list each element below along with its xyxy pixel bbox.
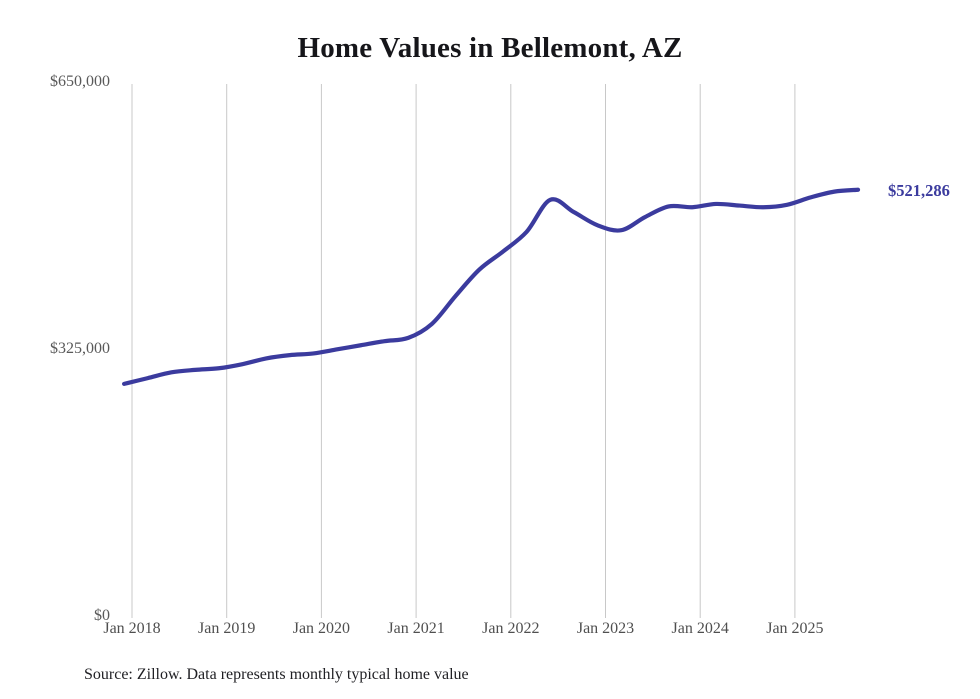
x-axis-tick-label: Jan 2023 (576, 620, 635, 637)
gridlines (131, 84, 796, 618)
x-axis-tick-label: Jan 2018 (103, 620, 161, 637)
x-axis-tick-label: Jan 2020 (292, 620, 351, 637)
x-axis-tick-label: Jan 2019 (198, 620, 256, 637)
y-axis-tick-label: $325,000 (50, 340, 110, 357)
x-axis-tick-label: Jan 2021 (387, 620, 445, 637)
x-axis-tick-label: Jan 2024 (671, 620, 729, 637)
series-lines (122, 187, 861, 386)
source-note: Source: Zillow. Data represents monthly … (84, 666, 469, 683)
y-axis-tick-label: $0 (94, 607, 110, 624)
x-axis-tick-label: Jan 2022 (482, 620, 540, 637)
y-axis-tick-label: $650,000 (50, 73, 110, 90)
chart-title: Home Values in Bellemont, AZ (297, 32, 683, 64)
x-axis-tick-label: Jan 2025 (766, 620, 824, 637)
series-line (122, 187, 861, 386)
end-value-label: $521,286 (888, 181, 950, 200)
